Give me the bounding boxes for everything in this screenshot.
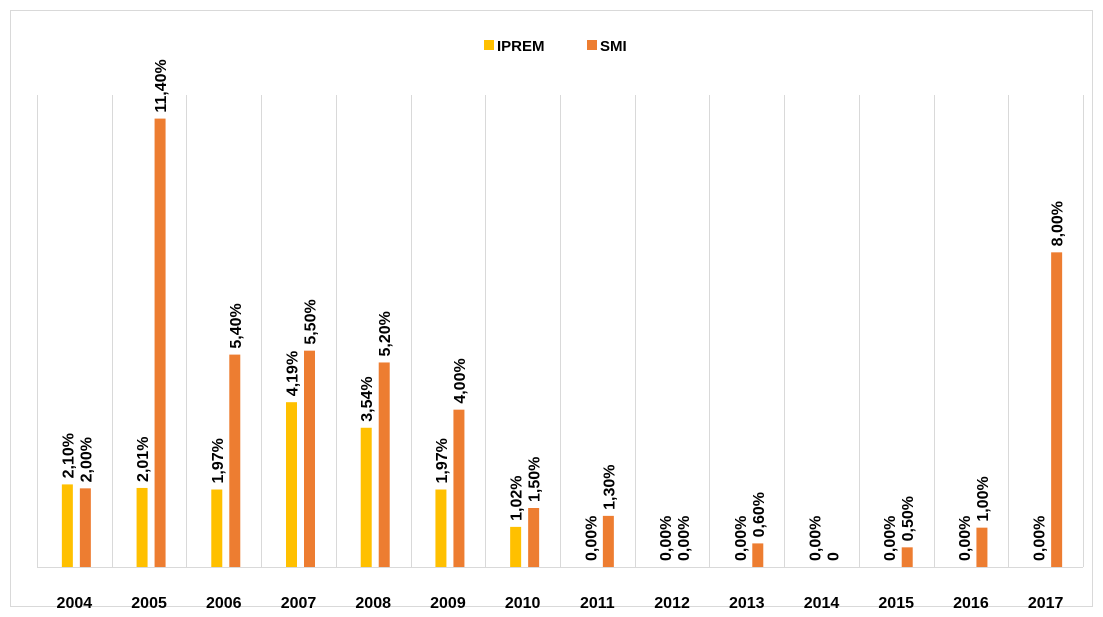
x-tick-label: 2013 xyxy=(729,595,765,612)
data-label: 1,02% xyxy=(509,476,526,521)
data-label: 2,01% xyxy=(135,437,152,482)
bar xyxy=(510,526,522,567)
bar xyxy=(435,489,447,567)
bar xyxy=(286,402,297,567)
data-label: 0,00% xyxy=(882,516,899,561)
bar xyxy=(360,427,372,567)
x-tick-label: 2008 xyxy=(355,595,391,612)
chart-border xyxy=(10,10,1093,607)
bar xyxy=(602,515,614,567)
bar xyxy=(901,547,913,567)
data-label: 0,50% xyxy=(900,496,917,541)
bar xyxy=(453,409,465,567)
x-tick-label: 2015 xyxy=(878,595,914,612)
x-tick-label: 2009 xyxy=(430,595,466,612)
legend-swatch xyxy=(484,40,494,50)
bar xyxy=(136,487,148,567)
data-label: 0,00% xyxy=(808,516,825,561)
x-tick-label: 2010 xyxy=(505,595,541,612)
data-label: 2,00% xyxy=(78,437,95,482)
data-label: 4,19% xyxy=(285,351,302,396)
data-label: 0,00% xyxy=(676,516,693,561)
x-tick-label: 2012 xyxy=(654,595,690,612)
data-label: 2,10% xyxy=(60,433,77,478)
x-tick-label: 2017 xyxy=(1028,595,1064,612)
bar xyxy=(61,484,73,567)
data-label: 5,20% xyxy=(377,311,394,356)
data-label: 0,00% xyxy=(658,516,675,561)
x-tick-label: 2007 xyxy=(281,595,317,612)
data-label: 0,00% xyxy=(957,516,974,561)
data-label: 0,00% xyxy=(583,516,600,561)
bar xyxy=(752,543,764,567)
data-label: 4,00% xyxy=(452,358,469,403)
data-label: 11,40% xyxy=(153,59,170,112)
data-label: 0,00% xyxy=(733,516,750,561)
data-label: 1,97% xyxy=(210,438,227,483)
x-tick-label: 2006 xyxy=(206,595,242,612)
x-tick-label: 2016 xyxy=(953,595,989,612)
bar xyxy=(229,354,241,567)
legend-label: IPREM xyxy=(497,38,545,55)
data-label: 3,54% xyxy=(359,376,376,421)
data-label: 0,00% xyxy=(1032,516,1049,561)
legend-label: SMI xyxy=(600,38,627,55)
bar xyxy=(154,118,166,567)
data-label: 1,30% xyxy=(601,464,618,509)
data-label: 1,00% xyxy=(975,476,992,521)
x-tick-label: 2005 xyxy=(131,595,167,612)
x-tick-label: 2011 xyxy=(580,595,615,612)
x-tick-label: 2014 xyxy=(804,595,840,612)
bar xyxy=(976,527,988,567)
data-label: 8,00% xyxy=(1050,201,1067,246)
bar xyxy=(211,489,223,567)
bar xyxy=(378,362,390,567)
bar xyxy=(528,508,540,567)
legend-swatch xyxy=(587,40,597,50)
bar xyxy=(79,488,91,567)
bar xyxy=(304,350,315,567)
x-tick-label: 2004 xyxy=(57,595,93,612)
data-label: 0 xyxy=(826,552,843,561)
data-label: 1,50% xyxy=(527,457,544,502)
bar xyxy=(1051,252,1063,568)
data-label: 1,97% xyxy=(434,438,451,483)
data-label: 5,40% xyxy=(228,303,245,348)
data-label: 5,50% xyxy=(303,299,320,344)
data-label: 0,60% xyxy=(751,492,768,537)
